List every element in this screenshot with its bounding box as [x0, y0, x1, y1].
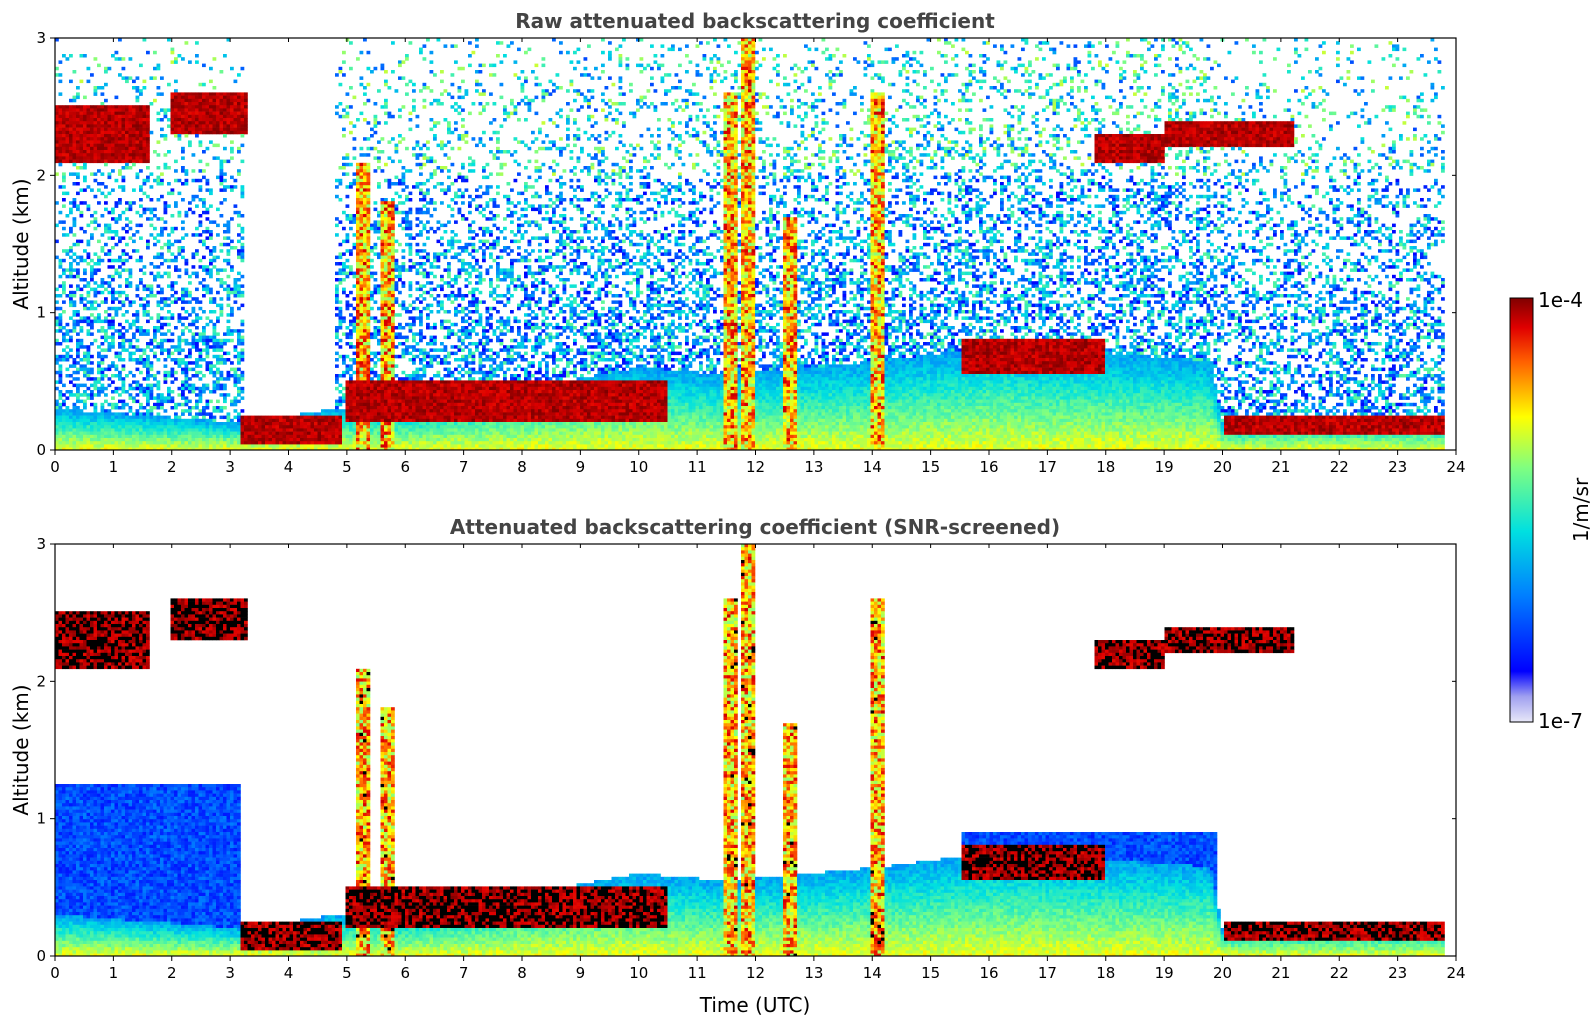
x-tick-label: 1 — [109, 964, 119, 982]
y-axis-label: Altitude (km) — [9, 178, 33, 309]
x-axis: 0 1 2 3 4 5 6 7 8 9 10 11 12 13 14 15 16 17 18 19 20 21 22 23 24 — [50, 38, 1466, 476]
heatmap-snr — [55, 544, 1445, 956]
x-tick-label: 24 — [1446, 964, 1465, 982]
x-tick-label: 4 — [284, 964, 294, 982]
x-tick-label: 24 — [1446, 458, 1465, 476]
x-tick-label: 22 — [1330, 964, 1349, 982]
x-tick-label: 6 — [400, 964, 410, 982]
colorbar-min-label: 1e-7 — [1538, 709, 1583, 733]
y-axis-label: Altitude (km) — [9, 684, 33, 815]
y-tick-label: 0 — [36, 441, 46, 459]
y-tick-label: 2 — [36, 672, 46, 690]
y-tick-label: 0 — [36, 947, 46, 965]
x-tick-label: 11 — [688, 964, 707, 982]
panel-title: Raw attenuated backscattering coefficien… — [515, 9, 995, 33]
x-tick-label: 21 — [1271, 458, 1290, 476]
x-tick-label: 17 — [1038, 458, 1057, 476]
y-tick-label: 3 — [36, 29, 46, 47]
x-tick-label: 0 — [50, 964, 60, 982]
x-tick-label: 5 — [342, 458, 352, 476]
x-tick-label: 23 — [1388, 458, 1407, 476]
x-tick-label: 23 — [1388, 964, 1407, 982]
x-tick-label: 8 — [517, 964, 527, 982]
x-tick-label: 7 — [459, 458, 469, 476]
x-tick-label: 16 — [979, 964, 998, 982]
y-axis: 0 1 2 3 — [36, 29, 1456, 459]
x-tick-label: 15 — [921, 458, 940, 476]
x-axis-label: Time (UTC) — [699, 993, 811, 1017]
x-tick-label: 7 — [459, 964, 469, 982]
x-tick-label: 20 — [1213, 964, 1232, 982]
panel-raw: Raw attenuated backscattering coefficien… — [9, 9, 1466, 476]
colorbar: 1e-4 1e-7 1/m/sr — [1509, 288, 1593, 733]
x-tick-label: 20 — [1213, 458, 1232, 476]
y-axis: 0 1 2 3 — [36, 535, 1456, 965]
x-tick-label: 11 — [688, 458, 707, 476]
x-tick-label: 3 — [225, 458, 235, 476]
y-tick-label: 3 — [36, 535, 46, 553]
x-tick-label: 18 — [1096, 964, 1115, 982]
colorbar-gradient — [1509, 297, 1534, 723]
x-tick-label: 19 — [1155, 458, 1174, 476]
x-tick-label: 15 — [921, 964, 940, 982]
x-tick-label: 16 — [979, 458, 998, 476]
x-tick-label: 19 — [1155, 964, 1174, 982]
x-tick-label: 4 — [284, 458, 294, 476]
x-tick-label: 13 — [804, 458, 823, 476]
x-tick-label: 6 — [400, 458, 410, 476]
x-tick-label: 12 — [746, 458, 765, 476]
panel-snr-screened: Attenuated backscattering coefficient (S… — [9, 515, 1466, 1017]
colorbar-unit-label: 1/m/sr — [1569, 477, 1593, 542]
x-tick-label: 12 — [746, 964, 765, 982]
y-tick-label: 2 — [36, 166, 46, 184]
x-tick-label: 17 — [1038, 964, 1057, 982]
x-tick-label: 2 — [167, 964, 177, 982]
x-tick-label: 10 — [629, 458, 648, 476]
x-axis: 0 1 2 3 4 5 6 7 8 9 10 11 12 13 14 15 16 17 18 19 20 21 22 23 24 — [50, 544, 1466, 982]
x-tick-label: 8 — [517, 458, 527, 476]
x-tick-label: 2 — [167, 458, 177, 476]
x-tick-label: 14 — [863, 458, 882, 476]
x-tick-label: 0 — [50, 458, 60, 476]
x-tick-label: 9 — [576, 458, 586, 476]
panel-title: Attenuated backscattering coefficient (S… — [450, 515, 1060, 539]
x-tick-label: 18 — [1096, 458, 1115, 476]
colorbar-max-label: 1e-4 — [1538, 288, 1583, 312]
y-tick-label: 1 — [36, 810, 46, 828]
x-tick-label: 22 — [1330, 458, 1349, 476]
x-tick-label: 13 — [804, 964, 823, 982]
y-tick-label: 1 — [36, 304, 46, 322]
x-tick-label: 14 — [863, 964, 882, 982]
x-tick-label: 1 — [109, 458, 119, 476]
x-tick-label: 21 — [1271, 964, 1290, 982]
x-tick-label: 10 — [629, 964, 648, 982]
x-tick-label: 3 — [225, 964, 235, 982]
x-tick-label: 9 — [576, 964, 586, 982]
x-tick-label: 5 — [342, 964, 352, 982]
heatmap-raw — [55, 38, 1445, 450]
